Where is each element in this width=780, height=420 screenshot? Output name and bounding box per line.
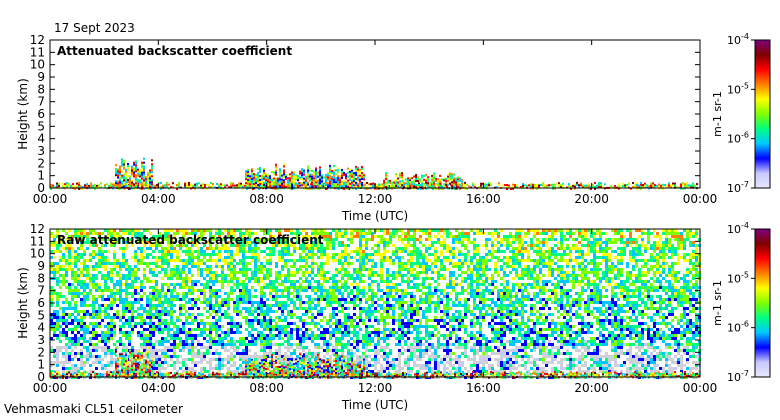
y-tick-label: 4 [37,321,45,335]
panel-attenuated-backscatter: Attenuated backscatter coefficient012345… [16,32,771,223]
y-tick-label: 8 [37,271,45,285]
y-tick-label: 4 [37,132,45,146]
y-tick-label: 9 [37,70,45,84]
feature-cloud [245,163,365,190]
y-tick-label: 10 [30,58,45,72]
y-tick-label: 11 [30,234,45,248]
x-tick-label: 04:00 [141,381,176,395]
colorbar [754,228,771,378]
y-tick-label: 5 [37,308,45,322]
colorbar-tick-label: 10-7 [727,180,749,195]
y-tick-label: 2 [37,345,45,359]
y-axis-label: Height (km) [16,267,30,338]
y-tick-label: 8 [37,82,45,96]
x-tick-label: 12:00 [358,381,393,395]
x-tick-label: 16:00 [466,381,501,395]
x-tick-label: 04:00 [141,192,176,206]
feature-cloud [115,157,153,190]
x-tick-label: 20:00 [574,381,609,395]
x-tick-label: 00:00 [33,192,68,206]
x-axis-label: Time (UTC) [341,209,408,223]
y-tick-label: 12 [30,33,45,47]
y-tick-label: 11 [30,45,45,59]
feature-background-noise [50,229,701,379]
y-tick-label: 2 [37,156,45,170]
x-tick-label: 08:00 [249,381,284,395]
x-tick-label: 20:00 [574,192,609,206]
chart-title: Raw attenuated backscatter coefficient [57,233,324,247]
y-tick-label: 3 [37,333,45,347]
colorbar-units-label: m-1 sr-1 [711,91,724,137]
x-tick-label: 08:00 [249,192,284,206]
colorbar-tick-label: 10-6 [727,320,749,335]
y-tick-label: 1 [37,358,45,372]
y-tick-label: 0 [37,370,45,384]
y-axis-label: Height (km) [16,78,30,149]
y-tick-label: 1 [37,169,45,183]
x-tick-label: 00:00 [683,381,718,395]
colorbar-tick-label: 10-4 [727,221,749,236]
colorbar-tick-label: 10-5 [727,81,749,96]
feature-cloud [383,172,464,190]
colorbar [754,39,771,189]
panel-raw-attenuated-backscatter: Raw attenuated backscatter coefficient01… [16,221,771,412]
chart-title: Attenuated backscatter coefficient [57,44,292,58]
colorbar-units-label: m-1 sr-1 [711,280,724,326]
instrument-label: Vehmasmaki CL51 ceilometer [4,402,183,416]
y-tick-label: 3 [37,144,45,158]
colorbar-tick-label: 10-6 [727,131,749,146]
y-tick-label: 7 [37,284,45,298]
y-tick-label: 6 [37,107,45,121]
y-tick-label: 0 [37,181,45,195]
x-tick-label: 00:00 [683,192,718,206]
x-tick-label: 12:00 [358,192,393,206]
y-tick-label: 10 [30,247,45,261]
x-tick-label: 00:00 [33,381,68,395]
x-axis-label: Time (UTC) [341,398,408,412]
y-tick-label: 12 [30,222,45,236]
y-tick-label: 5 [37,119,45,133]
y-tick-label: 7 [37,95,45,109]
colorbar-tick-label: 10-7 [727,369,749,384]
y-tick-label: 9 [37,259,45,273]
x-tick-label: 16:00 [466,192,501,206]
y-tick-label: 6 [37,296,45,310]
colorbar-tick-label: 10-5 [727,270,749,285]
colorbar-tick-label: 10-4 [727,32,749,47]
date-label: 17 Sept 2023 [54,21,135,35]
plot-area [50,40,700,188]
